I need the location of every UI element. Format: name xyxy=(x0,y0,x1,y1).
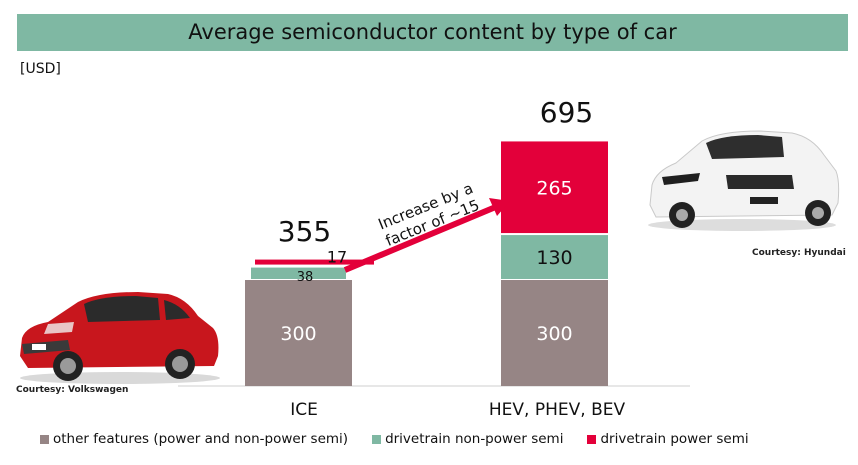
increase-arrow-head xyxy=(489,198,510,216)
legend-item-drivetrain-non-power: drivetrain non-power semi xyxy=(372,431,563,447)
value-label-hev-phev-bev-drivetrain-non-power-semi: 130 xyxy=(536,247,572,269)
legend-item-drivetrain-power: drivetrain power semi xyxy=(587,431,749,447)
bar-ice-drivetrain-power-semi xyxy=(255,259,374,265)
legend: other features (power and non-power semi… xyxy=(40,431,773,447)
value-label-ice-drivetrain-power-semi: 17 xyxy=(327,248,347,267)
bar-hev-phev-bev-drivetrain-non-power-semi xyxy=(501,235,608,279)
car-image-right xyxy=(648,130,840,231)
legend-item-other-features: other features (power and non-power semi… xyxy=(40,431,348,447)
value-label-hev-phev-bev-drivetrain-power-semi: 265 xyxy=(536,177,572,199)
unit-label: [USD] xyxy=(20,61,61,77)
bar-ice-drivetrain-non-power-semi xyxy=(251,267,346,279)
legend-label-drivetrain-power: drivetrain power semi xyxy=(600,431,749,447)
courtesy-hyundai: Courtesy: Hyundai xyxy=(752,248,846,258)
legend-label-drivetrain-non-power: drivetrain non-power semi xyxy=(385,431,564,447)
legend-label-other-features: other features (power and non-power semi… xyxy=(53,431,349,447)
value-label-ice-drivetrain-non-power-semi: 38 xyxy=(297,270,314,285)
total-label-ice: 355 xyxy=(278,215,331,248)
bar-ice-other-features-power-and-non-power-semi xyxy=(245,280,352,386)
chart-title: Average semiconductor content by type of… xyxy=(188,20,677,44)
category-label-ice: ICE xyxy=(290,400,318,420)
car-image-left xyxy=(20,292,220,384)
category-label-hev-phev-bev: HEV, PHEV, BEV xyxy=(488,400,626,420)
value-label-ice-other-features-power-and-non-power-semi: 300 xyxy=(280,323,316,345)
legend-swatch-drivetrain-power xyxy=(587,434,597,444)
increase-arrow-shaft xyxy=(343,203,500,273)
title-bar: Average semiconductor content by type of… xyxy=(17,14,848,51)
courtesy-volkswagen: Courtesy: Volkswagen xyxy=(16,385,129,395)
bar-hev-phev-bev-drivetrain-power-semi xyxy=(501,141,608,234)
bar-hev-phev-bev-other-features-power-and-non-power-semi xyxy=(501,280,608,386)
total-label-hev-phev-bev: 695 xyxy=(540,96,593,129)
legend-swatch-other-features xyxy=(40,434,49,444)
value-label-hev-phev-bev-other-features-power-and-non-power-semi: 300 xyxy=(536,323,572,345)
legend-swatch-drivetrain-non-power xyxy=(372,434,382,444)
